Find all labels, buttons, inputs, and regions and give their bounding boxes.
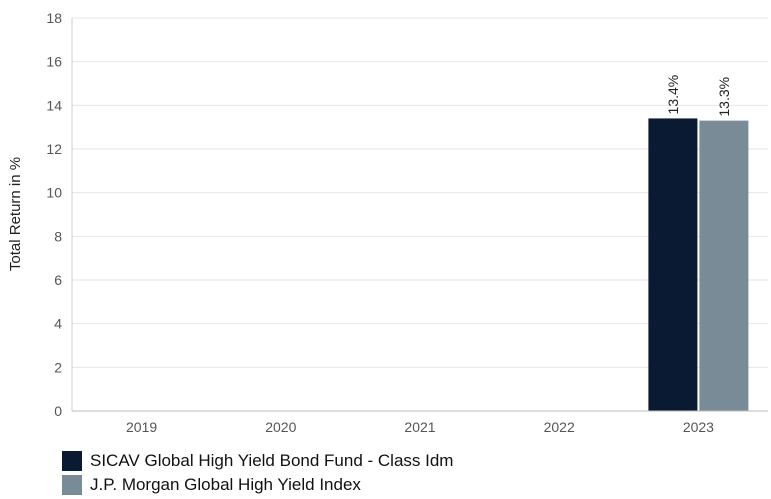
legend-label-index: J.P. Morgan Global High Yield Index — [90, 475, 361, 494]
y-tick-label: 6 — [54, 272, 62, 288]
legend-label-fund: SICAV Global High Yield Bond Fund - Clas… — [90, 451, 454, 470]
x-tick-label: 2023 — [683, 419, 714, 435]
data-labels: 13.4% 13.3% — [665, 75, 732, 117]
data-label: 13.4% — [665, 75, 681, 115]
y-tick-label: 8 — [54, 228, 62, 244]
y-tick-label: 2 — [54, 359, 62, 375]
y-tick-label: 18 — [46, 10, 62, 26]
x-tick-label: 2021 — [404, 419, 435, 435]
y-axis-ticks: 0 2 4 6 8 10 12 14 16 18 — [46, 10, 62, 419]
gridlines — [72, 17, 768, 368]
y-tick-label: 16 — [46, 54, 62, 70]
y-tick-label: 10 — [46, 185, 62, 201]
bar-chart: 0 2 4 6 8 10 12 14 16 18 2019 2020 2021 2022 2023 13.… — [7, 10, 768, 435]
x-axis-ticks: 2019 2020 2021 2022 2023 — [126, 419, 714, 435]
y-tick-label: 14 — [46, 97, 62, 113]
legend-swatch-fund — [62, 451, 82, 471]
y-tick-label: 12 — [46, 141, 62, 157]
data-label: 13.3% — [716, 77, 732, 117]
x-tick-label: 2022 — [544, 419, 575, 435]
legend: SICAV Global High Yield Bond Fund - Clas… — [62, 449, 453, 497]
y-tick-label: 4 — [54, 316, 62, 332]
y-tick-label: 0 — [54, 403, 62, 419]
bar — [648, 118, 698, 411]
legend-swatch-index — [62, 475, 82, 495]
x-tick-label: 2019 — [126, 419, 157, 435]
x-tick-label: 2020 — [265, 419, 296, 435]
legend-item-fund: SICAV Global High Yield Bond Fund - Clas… — [62, 449, 453, 473]
legend-item-index: J.P. Morgan Global High Yield Index — [62, 473, 453, 497]
bar — [699, 120, 749, 411]
bars — [648, 118, 749, 411]
y-axis-label: Total Return in % — [7, 157, 24, 271]
